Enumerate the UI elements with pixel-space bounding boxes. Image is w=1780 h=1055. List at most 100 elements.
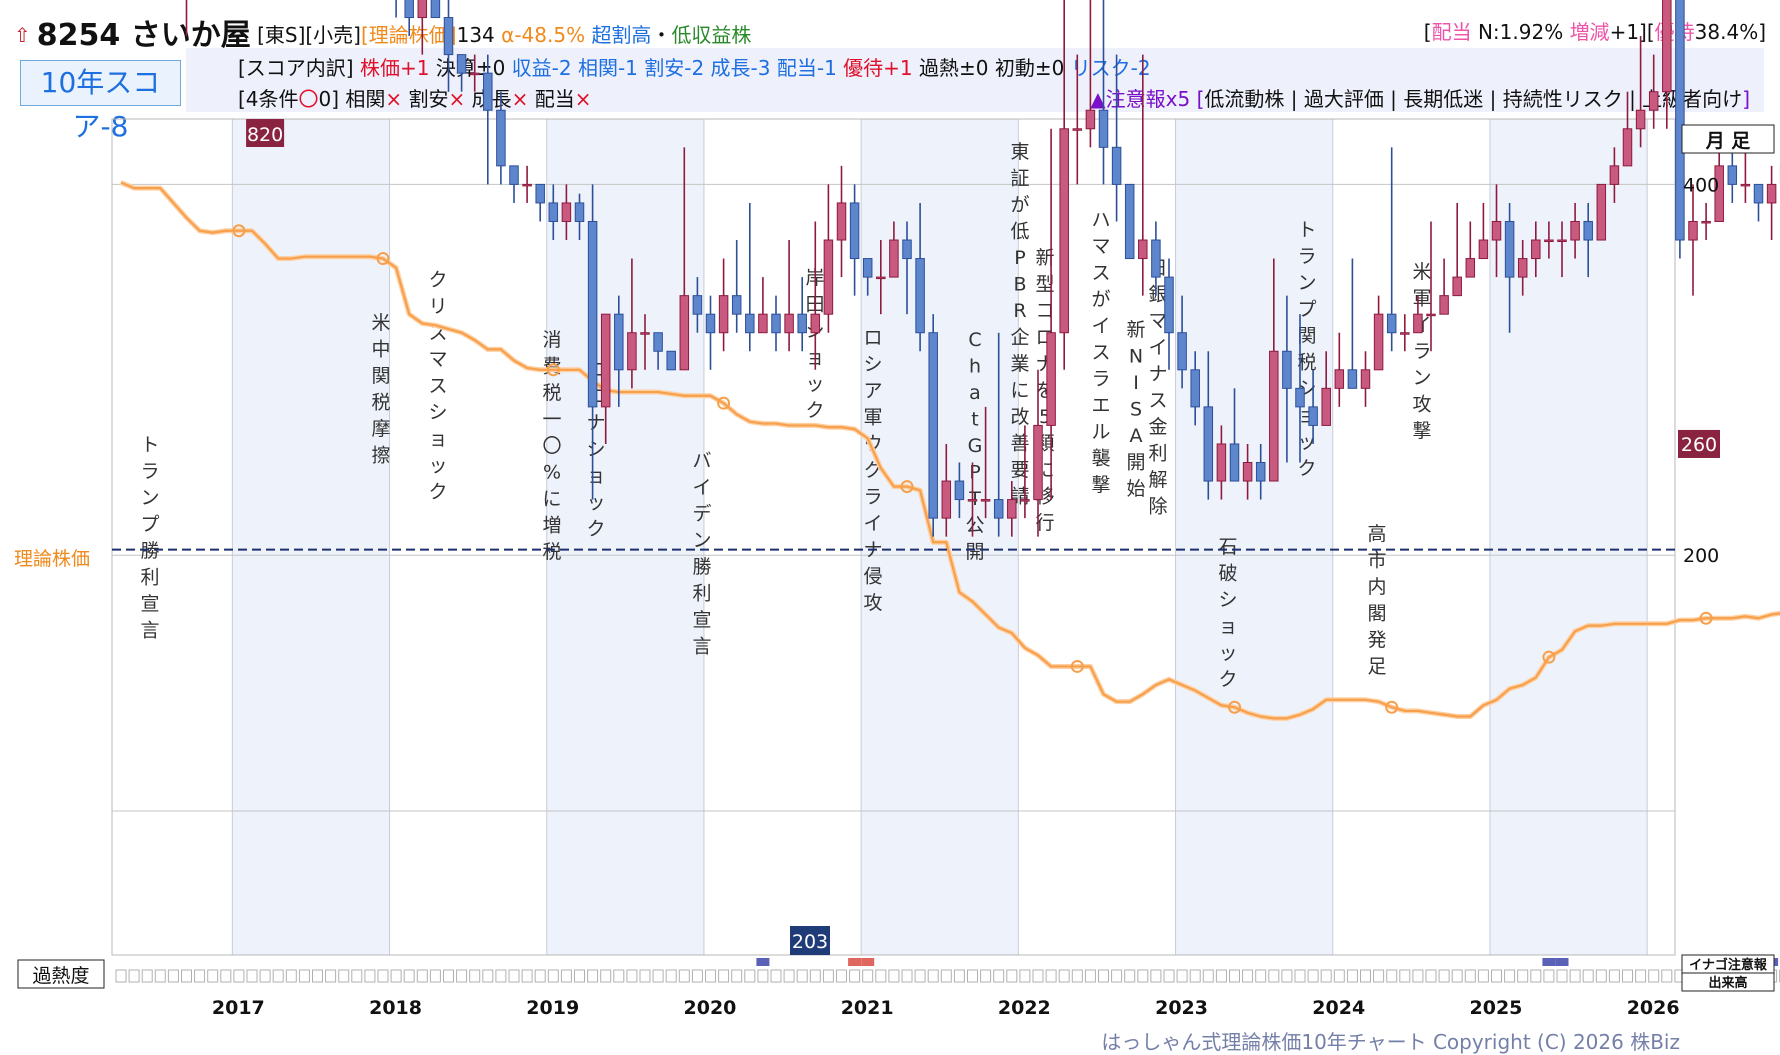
low-tag-label: 203 [792, 931, 828, 953]
candle [1348, 259, 1357, 389]
heat-cell [522, 970, 532, 982]
heat-cell [1505, 970, 1515, 982]
event-char: G [968, 435, 983, 457]
event-char: シ [863, 354, 882, 376]
candle-body [916, 259, 925, 333]
candle [1440, 259, 1449, 315]
heat-cell [627, 970, 637, 982]
event-char: 消 [542, 329, 561, 351]
heat-cell [483, 970, 493, 982]
candle-body [1518, 259, 1527, 278]
candle-body [1047, 333, 1056, 426]
candle [1112, 55, 1121, 222]
candle-body [575, 203, 584, 222]
candle-body [968, 500, 977, 502]
heat-cell [679, 970, 689, 982]
high-tag-label: 820 [247, 124, 283, 146]
event-char: ク [428, 269, 447, 291]
candle [706, 296, 715, 370]
event-char: ク [428, 481, 447, 503]
heat-cell [1321, 970, 1331, 982]
candle-body [1112, 147, 1121, 184]
event-char: ョ [586, 465, 605, 487]
heat-cell [1583, 970, 1593, 982]
year-label: 2022 [998, 997, 1051, 1019]
event-char: 証 [1010, 168, 1029, 190]
candle [470, 55, 479, 92]
candle [1663, 0, 1672, 129]
heat-cell [273, 970, 283, 982]
heat-cell [771, 970, 781, 982]
candle [444, 0, 453, 92]
year-band [547, 119, 704, 955]
event-char: 米 [1412, 261, 1431, 283]
event-char: 業 [1010, 353, 1029, 375]
event-char: T [968, 488, 981, 510]
heat-cell [1216, 970, 1226, 982]
event-char: ン [692, 530, 711, 552]
candle-body [431, 0, 440, 18]
candle-body [510, 166, 519, 185]
heat-cell [1465, 970, 1475, 982]
heat-cell [548, 970, 558, 982]
candle-body [615, 314, 624, 370]
heat-cell [509, 970, 519, 982]
event-char: ク [586, 518, 605, 540]
candle [759, 277, 768, 333]
heat-cell [1452, 970, 1462, 982]
candle-body [785, 314, 794, 333]
candle-body [1191, 370, 1200, 407]
heat-cell [1033, 970, 1043, 982]
heat-cell [1203, 970, 1213, 982]
heat-cell [941, 970, 951, 982]
event-char: ラ [863, 486, 882, 508]
event-char: ス [1091, 262, 1110, 284]
candle [824, 184, 833, 332]
heat-cell [195, 970, 205, 982]
heat-cell [850, 970, 860, 982]
candle-body [1099, 110, 1108, 147]
candle [405, 0, 414, 36]
candle-body [1283, 351, 1292, 388]
candle [1073, 55, 1082, 185]
year-label: 2026 [1627, 997, 1680, 1019]
event-char: エ [1091, 395, 1110, 417]
event-char: シ [586, 439, 605, 461]
candle [1060, 0, 1069, 370]
event-char: 要 [1010, 459, 1029, 481]
theory-axis-label: 理論株価 [14, 548, 90, 570]
candle-body [1008, 500, 1017, 519]
event-char: 増 [542, 515, 561, 537]
heat-cell [1295, 970, 1305, 982]
candle-body [1152, 240, 1161, 277]
heat-cell [797, 970, 807, 982]
event-char: 撃 [1091, 474, 1110, 496]
candle [1453, 203, 1462, 296]
candle-body [1414, 314, 1423, 333]
event-char: 企 [1010, 327, 1029, 349]
heat-cell [640, 970, 650, 982]
candle-body [1584, 221, 1593, 240]
event-char: A [1130, 425, 1143, 447]
event-char: t [971, 409, 978, 431]
heat-cell [1596, 970, 1606, 982]
event-char: マ [1091, 236, 1110, 258]
candle-body [1204, 407, 1213, 481]
heat-cell [915, 970, 925, 982]
year-label: 2024 [1312, 997, 1365, 1019]
candle-body [732, 296, 741, 315]
event-char: ロ [863, 327, 882, 349]
event-char: 改 [1010, 406, 1029, 428]
event-char: C [968, 329, 981, 351]
candle [719, 259, 728, 352]
candle [1139, 55, 1148, 296]
candle-body [444, 18, 453, 55]
heat-cell [378, 970, 388, 982]
heat-cell [810, 970, 820, 982]
event-char: ス [1091, 342, 1110, 364]
heat-cell [719, 970, 729, 982]
candle-body [1728, 166, 1737, 185]
heat-cell [666, 970, 676, 982]
y-tick-label: 400 [1683, 174, 1719, 196]
heat-mark [1556, 958, 1569, 966]
